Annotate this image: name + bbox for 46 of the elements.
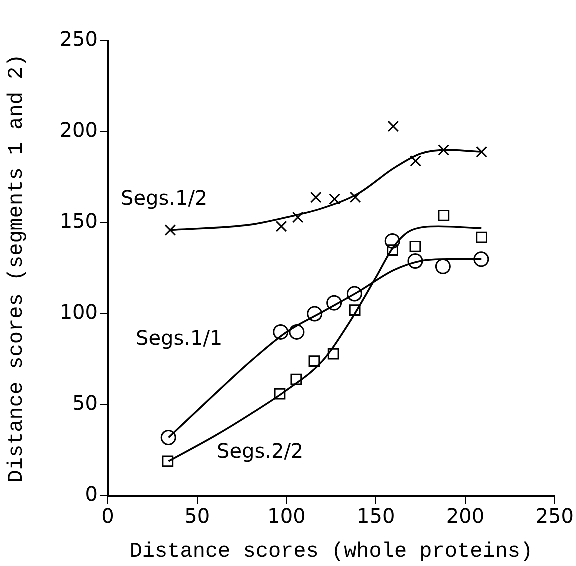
y-tick-label: 100 [60, 300, 98, 324]
point [349, 304, 361, 316]
x-axis-title: Distance scores (whole proteins) [130, 540, 534, 564]
y-tick-label: 250 [60, 27, 98, 52]
annotation: Segs.1/2 [121, 186, 208, 210]
point [160, 430, 176, 446]
point [387, 244, 398, 256]
point [289, 324, 305, 340]
x-tick-label: 50 [184, 504, 210, 528]
point [310, 192, 322, 204]
point [326, 295, 342, 311]
point [276, 220, 288, 232]
point [307, 306, 323, 322]
point [350, 192, 362, 204]
y-tick-label: 50 [72, 391, 98, 416]
point [164, 224, 176, 236]
point [384, 233, 400, 249]
x-tick-label: 0 [102, 504, 114, 528]
point [438, 210, 450, 222]
point [435, 258, 451, 274]
point [410, 240, 422, 252]
y-axis-title: Distance scores (segments 1 and 2) [6, 54, 30, 483]
point [274, 388, 286, 400]
point [438, 144, 450, 156]
x-tick-label: 250 [536, 504, 574, 528]
point [408, 253, 424, 269]
annotation: Segs.1/1 [136, 326, 223, 350]
point [476, 232, 488, 244]
point [328, 348, 340, 360]
y-tick-label: 200 [60, 118, 98, 142]
point [162, 456, 174, 468]
point [308, 356, 320, 368]
point [474, 252, 490, 268]
annotation: Segs.2/2 [217, 439, 304, 464]
x-tick-label: 150 [357, 504, 396, 528]
y-tick-label: 150 [60, 209, 98, 234]
x-tick-label: 200 [446, 504, 485, 528]
y-tick-label: 0 [85, 482, 98, 506]
point [410, 155, 422, 167]
point [329, 194, 341, 206]
point [346, 286, 362, 302]
point [476, 146, 488, 158]
point [290, 374, 302, 386]
x-tick-label: 100 [268, 504, 306, 528]
point [273, 324, 289, 340]
point [388, 120, 400, 132]
